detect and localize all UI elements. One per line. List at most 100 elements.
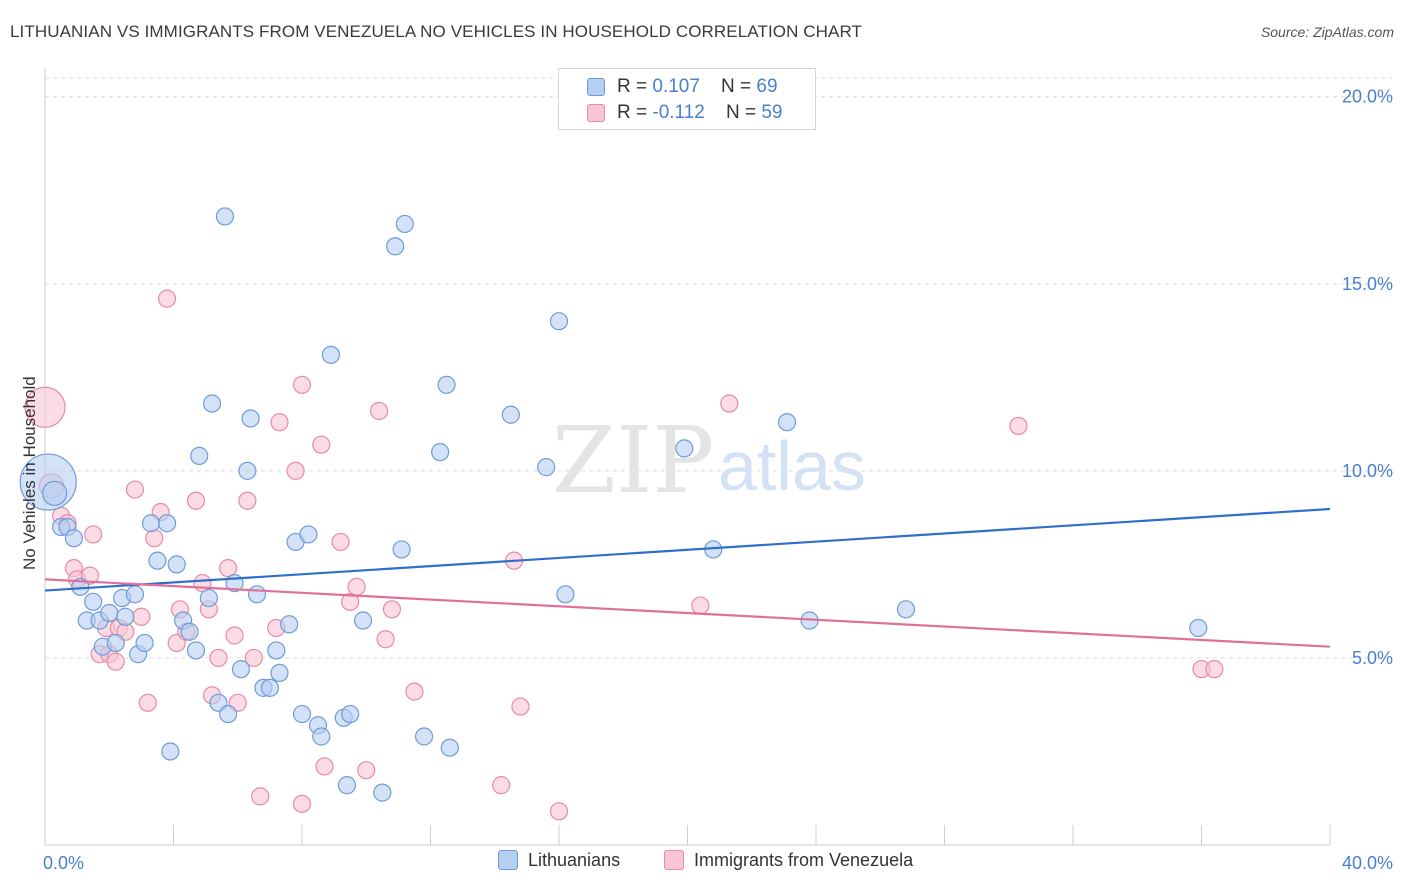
data-point bbox=[315, 757, 334, 776]
data-point bbox=[260, 678, 279, 697]
data-point bbox=[199, 588, 218, 608]
blue-swatch bbox=[587, 78, 605, 96]
data-point bbox=[125, 480, 145, 499]
r-value: 0.107 bbox=[652, 76, 700, 97]
data-point bbox=[549, 312, 569, 331]
chart-title: LITHUANIAN VS IMMIGRANTS FROM VENEZUELA … bbox=[10, 22, 863, 41]
data-point bbox=[145, 529, 164, 548]
data-point bbox=[511, 697, 530, 716]
data-point bbox=[382, 600, 402, 619]
series-venezuela-points bbox=[24, 289, 1224, 821]
data-point bbox=[341, 704, 360, 724]
data-point bbox=[292, 704, 312, 724]
data-point bbox=[219, 559, 238, 578]
data-point bbox=[341, 592, 360, 611]
data-point bbox=[321, 345, 341, 364]
data-point bbox=[238, 491, 257, 510]
data-point bbox=[414, 727, 434, 746]
data-point bbox=[392, 540, 411, 559]
data-point bbox=[386, 237, 405, 256]
pink-swatch bbox=[664, 850, 684, 870]
data-point bbox=[292, 794, 312, 813]
data-point bbox=[292, 375, 312, 394]
data-point bbox=[125, 585, 145, 604]
trend-line-venezuela bbox=[44, 578, 1331, 648]
y-tick-label: 10.0% bbox=[1342, 461, 1393, 481]
data-point bbox=[241, 409, 260, 428]
blue-swatch bbox=[498, 850, 518, 870]
source-label: Source: ZipAtlas.com bbox=[1260, 24, 1394, 40]
data-point bbox=[116, 607, 135, 626]
tick-labels: 5.0% 10.0% 15.0% 20.0% 0.0% 40.0% bbox=[43, 87, 1393, 873]
grid-lines bbox=[45, 77, 1392, 659]
data-point bbox=[440, 738, 459, 757]
y-tick-label: 20.0% bbox=[1342, 87, 1393, 107]
x-tick-label: 40.0% bbox=[1342, 853, 1393, 873]
data-point bbox=[251, 787, 270, 806]
r-label: R = bbox=[617, 102, 653, 123]
data-point bbox=[141, 514, 161, 533]
data-point bbox=[244, 648, 263, 668]
data-point bbox=[431, 443, 450, 462]
data-point bbox=[209, 648, 228, 668]
data-point bbox=[231, 660, 251, 679]
data-point bbox=[1009, 416, 1028, 436]
data-point bbox=[138, 693, 157, 712]
r-label: R = bbox=[617, 76, 653, 97]
data-point bbox=[186, 641, 206, 660]
data-point bbox=[675, 439, 694, 458]
pink-swatch bbox=[587, 104, 605, 122]
y-axis-label: No Vehicles in Household bbox=[20, 376, 39, 570]
data-point bbox=[331, 532, 350, 552]
data-point bbox=[190, 446, 209, 465]
data-point bbox=[376, 630, 395, 649]
data-point bbox=[395, 214, 414, 234]
legend-item-venezuela[interactable]: Immigrants from Venezuela bbox=[664, 850, 913, 871]
n-value: 59 bbox=[761, 102, 783, 123]
data-point bbox=[132, 607, 151, 626]
data-point bbox=[501, 405, 520, 424]
data-point bbox=[157, 289, 177, 308]
watermark-atlas: atlas bbox=[718, 427, 866, 505]
data-point bbox=[42, 480, 68, 506]
data-point bbox=[691, 596, 710, 615]
watermark-zip: ZIP bbox=[552, 407, 714, 514]
data-point bbox=[1189, 618, 1208, 638]
r-value: -0.112 bbox=[652, 102, 705, 123]
data-point bbox=[148, 551, 167, 570]
data-point bbox=[157, 514, 177, 533]
legend-label: Immigrants from Venezuela bbox=[694, 850, 914, 870]
data-point bbox=[353, 611, 373, 630]
data-point bbox=[247, 585, 267, 604]
data-point bbox=[106, 633, 125, 653]
data-point bbox=[180, 622, 199, 641]
data-point bbox=[405, 682, 424, 701]
y-tick-label: 15.0% bbox=[1342, 274, 1393, 294]
x-tick-label: 0.0% bbox=[43, 853, 84, 873]
data-point bbox=[219, 704, 238, 724]
n-label: N = bbox=[725, 102, 762, 123]
data-point bbox=[549, 802, 569, 821]
data-point bbox=[537, 458, 556, 477]
trend-lines bbox=[44, 507, 1331, 648]
data-point bbox=[337, 776, 357, 795]
data-point bbox=[720, 394, 739, 413]
data-point bbox=[64, 529, 84, 548]
stats-legend: R = 0.107 N = 69 R = -0.112 N = 59 bbox=[558, 68, 816, 130]
data-point bbox=[437, 375, 456, 394]
data-point bbox=[312, 727, 331, 746]
data-point bbox=[373, 783, 392, 802]
data-point bbox=[100, 603, 119, 623]
data-point bbox=[225, 626, 244, 645]
data-point bbox=[896, 600, 916, 619]
data-point bbox=[777, 413, 797, 432]
legend-item-lithuanians[interactable]: Lithuanians bbox=[498, 850, 620, 871]
data-point bbox=[161, 742, 180, 761]
data-point bbox=[186, 491, 206, 510]
data-point bbox=[357, 761, 376, 780]
data-point bbox=[238, 461, 257, 480]
n-value: 69 bbox=[756, 76, 778, 97]
data-point bbox=[286, 461, 305, 480]
n-label: N = bbox=[721, 76, 757, 97]
